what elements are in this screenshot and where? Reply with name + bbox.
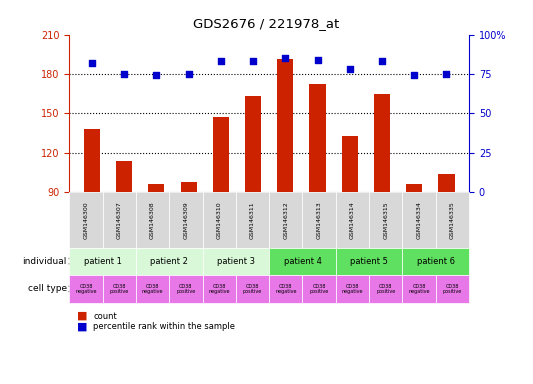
Text: CD38
positive: CD38 positive xyxy=(310,283,329,295)
Point xyxy=(87,60,96,66)
Point xyxy=(120,71,128,77)
Point xyxy=(152,73,160,79)
Text: ■: ■ xyxy=(77,321,88,331)
Text: CD38
negative: CD38 negative xyxy=(75,283,96,295)
Text: CD38
negative: CD38 negative xyxy=(275,283,296,295)
Text: count: count xyxy=(93,311,117,321)
Text: GSM146309: GSM146309 xyxy=(183,201,188,239)
Text: patient 2: patient 2 xyxy=(150,257,188,266)
Text: GSM146334: GSM146334 xyxy=(417,201,422,239)
Point xyxy=(378,58,386,65)
Text: patient 4: patient 4 xyxy=(284,257,321,266)
Text: CD38
negative: CD38 negative xyxy=(342,283,363,295)
Bar xyxy=(213,117,229,310)
Text: GDS2676 / 221978_at: GDS2676 / 221978_at xyxy=(193,17,340,30)
Text: percentile rank within the sample: percentile rank within the sample xyxy=(93,322,235,331)
Text: GSM146308: GSM146308 xyxy=(150,201,155,238)
Bar xyxy=(439,174,455,310)
Bar xyxy=(342,136,358,310)
Text: GSM146315: GSM146315 xyxy=(383,201,388,238)
Text: CD38
positive: CD38 positive xyxy=(243,283,262,295)
Text: patient 6: patient 6 xyxy=(417,257,455,266)
Text: GSM146307: GSM146307 xyxy=(117,201,122,239)
Point xyxy=(410,73,418,79)
Text: CD38
positive: CD38 positive xyxy=(376,283,395,295)
Point xyxy=(345,66,354,72)
Bar xyxy=(374,94,390,310)
Text: ■: ■ xyxy=(77,311,88,321)
Point xyxy=(184,71,193,77)
Text: CD38
positive: CD38 positive xyxy=(443,283,462,295)
Bar xyxy=(406,184,422,310)
Text: GSM146335: GSM146335 xyxy=(450,201,455,239)
Bar xyxy=(148,184,164,310)
Text: GSM146300: GSM146300 xyxy=(84,201,88,238)
Text: GSM146313: GSM146313 xyxy=(317,201,321,239)
Bar xyxy=(310,84,326,310)
Bar xyxy=(116,161,132,310)
Point xyxy=(249,58,257,65)
Text: individual: individual xyxy=(22,257,67,266)
Text: CD38
negative: CD38 negative xyxy=(408,283,430,295)
Text: patient 3: patient 3 xyxy=(217,257,255,266)
Text: cell type: cell type xyxy=(28,285,67,293)
Text: GSM146310: GSM146310 xyxy=(217,201,222,238)
Bar xyxy=(84,129,100,310)
Text: CD38
positive: CD38 positive xyxy=(110,283,129,295)
Point xyxy=(313,57,322,63)
Text: GSM146314: GSM146314 xyxy=(350,201,355,239)
Text: patient 5: patient 5 xyxy=(350,257,388,266)
Bar xyxy=(245,96,261,310)
Bar xyxy=(181,182,197,310)
Text: CD38
negative: CD38 negative xyxy=(208,283,230,295)
Point xyxy=(216,58,225,65)
Text: patient 1: patient 1 xyxy=(84,257,122,266)
Text: GSM146311: GSM146311 xyxy=(250,201,255,238)
Text: CD38
negative: CD38 negative xyxy=(142,283,163,295)
Bar xyxy=(277,60,293,310)
Point xyxy=(281,55,289,61)
Text: GSM146312: GSM146312 xyxy=(284,201,288,239)
Text: CD38
positive: CD38 positive xyxy=(176,283,196,295)
Point xyxy=(442,71,451,77)
